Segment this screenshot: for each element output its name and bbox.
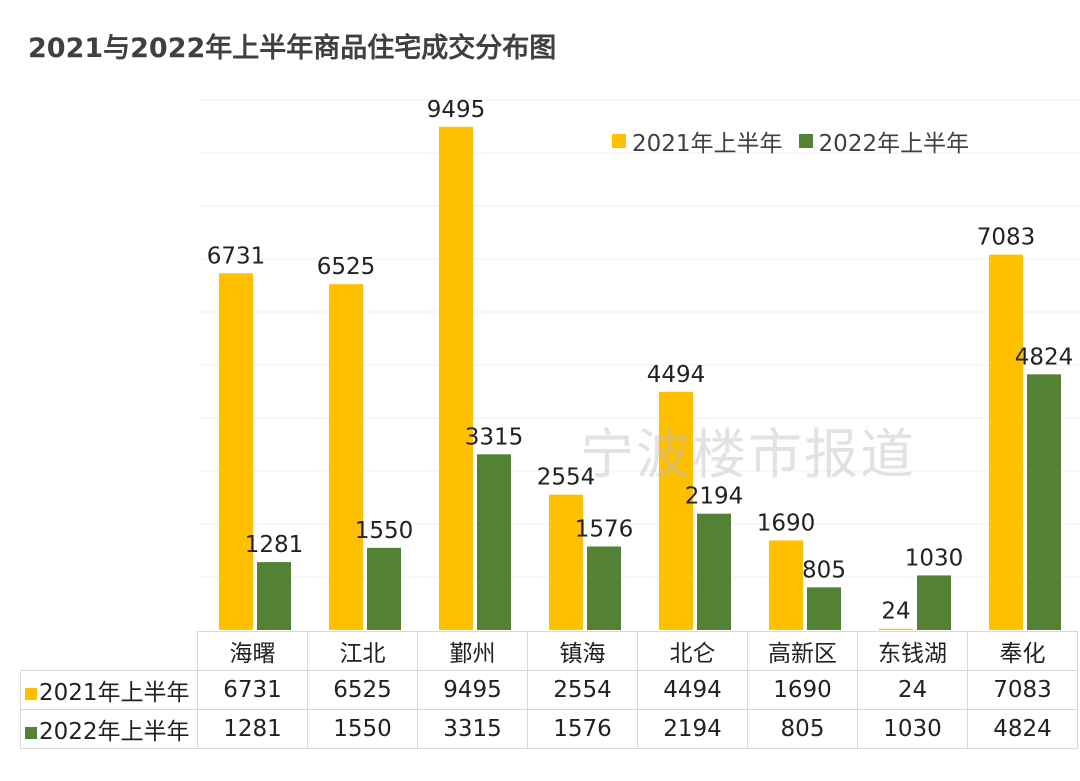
table-cell: 1030: [857, 709, 968, 749]
table-cell: 24: [857, 670, 968, 710]
table-cell: 1281: [197, 709, 308, 749]
table-cell: 2194: [637, 709, 748, 749]
data-label: 805: [802, 557, 846, 583]
bar: [917, 575, 951, 630]
bar-chart: 6731 6525 9495 2554 4494 1690 24 7083 1281 1550 33…: [200, 97, 1080, 630]
data-label: 2194: [685, 484, 744, 510]
bar: [1027, 374, 1061, 630]
table-cell: 7083: [967, 670, 1078, 710]
category-header: 海曙: [197, 631, 308, 671]
chart-title: 2021与2022年上半年商品住宅成交分布图: [28, 33, 557, 64]
legend-swatch: [612, 134, 626, 148]
legend-swatch: [25, 727, 37, 739]
data-label: 4824: [1015, 344, 1074, 370]
legend-item-2022: 2022年上半年: [798, 124, 970, 158]
legend: 2021年上半年 2022年上半年: [612, 124, 969, 158]
data-label: 6731: [207, 243, 266, 269]
table-cell: 1576: [527, 709, 638, 749]
data-label: 1690: [757, 510, 816, 536]
table-cell: 805: [747, 709, 858, 749]
legend-swatch: [798, 134, 813, 148]
bar: [807, 587, 841, 630]
category-header: 东钱湖: [857, 631, 968, 671]
data-label: 3315: [465, 424, 524, 450]
data-table: 海曙 江北 鄞州 镇海 北仑 高新区 东钱湖 奉化 2021年上半年 6731 6525 9495 2…: [20, 631, 1078, 749]
bar: [219, 273, 253, 630]
bar: [329, 284, 363, 630]
category-header: 北仑: [637, 631, 748, 671]
watermark: 宁波楼市报道: [580, 423, 916, 486]
row-label-text: 2022年上半年: [39, 719, 190, 745]
category-header: 高新区: [747, 631, 858, 671]
legend-item-2021: 2021年上半年: [612, 124, 783, 158]
table-cell: 6525: [307, 670, 418, 710]
table-cell: 6731: [197, 670, 308, 710]
bar: [879, 628, 913, 630]
table-cell: 2554: [527, 670, 638, 710]
table-corner: [21, 632, 198, 671]
table-cell: 9495: [417, 670, 528, 710]
table-cell: 4824: [967, 709, 1078, 749]
data-label: 4494: [647, 362, 706, 388]
table-cell: 1550: [307, 709, 418, 749]
bar: [697, 513, 731, 630]
data-label: 7083: [977, 225, 1036, 251]
bar: [477, 454, 511, 630]
bar: [587, 546, 621, 630]
row-label: 2022年上半年: [20, 709, 198, 749]
data-label: 1030: [905, 545, 964, 571]
category-header: 镇海: [527, 631, 638, 671]
row-label-text: 2021年上半年: [39, 680, 190, 706]
data-label: 2554: [537, 465, 596, 491]
data-label: 24: [881, 599, 910, 625]
bar: [769, 540, 803, 630]
bar: [367, 547, 401, 630]
row-label: 2021年上半年: [20, 670, 198, 710]
legend-swatch: [25, 688, 37, 700]
bar: [989, 254, 1023, 630]
table-cell: 1690: [747, 670, 858, 710]
bar: [549, 494, 583, 630]
legend-label: 2022年上半年: [818, 131, 970, 157]
bar: [659, 391, 693, 630]
data-label: 1576: [575, 516, 634, 542]
category-header: 奉化: [967, 631, 1078, 671]
bar: [257, 562, 291, 630]
table-cell: 3315: [417, 709, 528, 749]
data-label: 1281: [245, 532, 304, 558]
legend-label: 2021年上半年: [632, 131, 783, 157]
table-cell: 4494: [637, 670, 748, 710]
category-header: 鄞州: [417, 631, 528, 671]
data-label: 1550: [355, 518, 414, 544]
category-header: 江北: [307, 631, 418, 671]
data-label: 9495: [427, 97, 486, 123]
bar: [439, 126, 473, 630]
data-label: 6525: [317, 254, 376, 280]
